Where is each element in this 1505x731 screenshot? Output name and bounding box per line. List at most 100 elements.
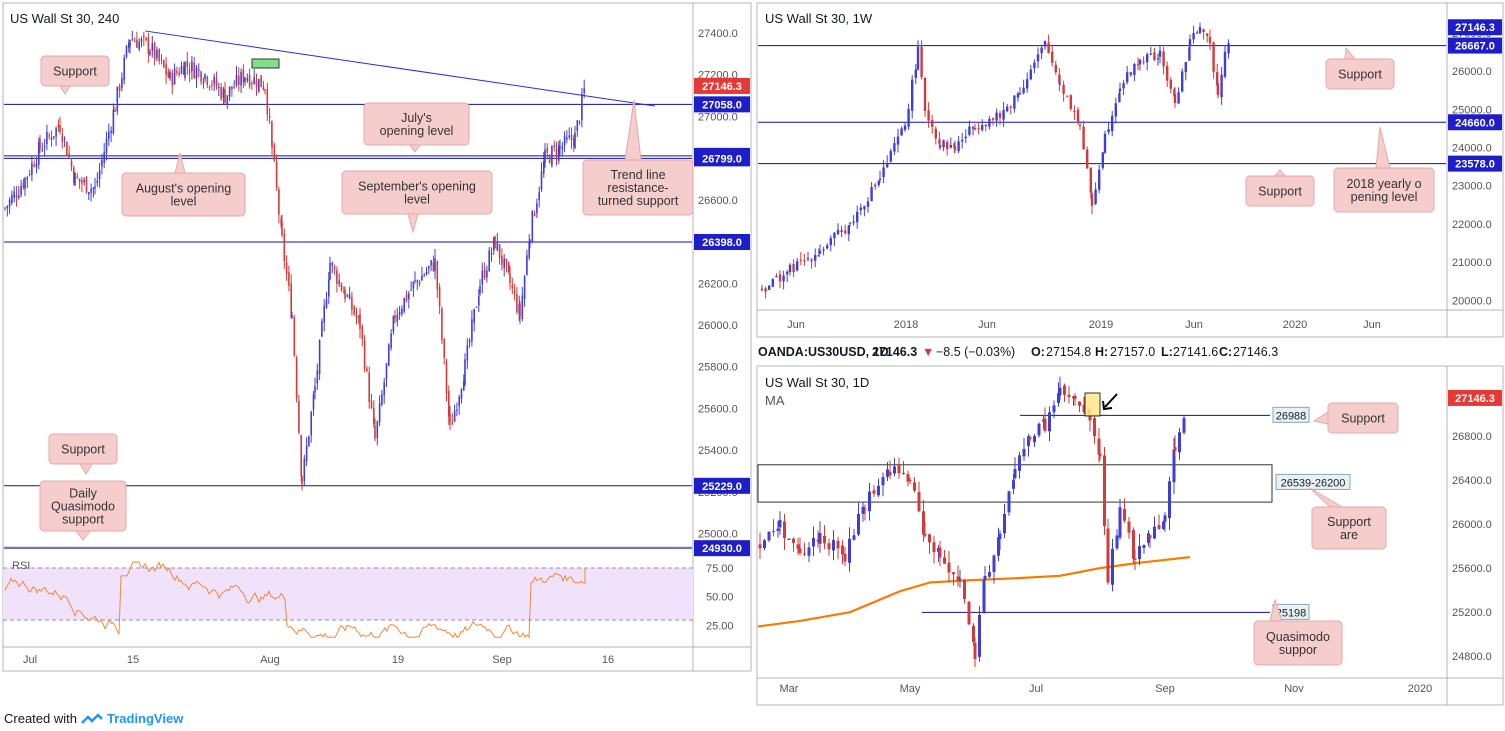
candle-body [973,127,977,130]
candle-body [373,407,375,424]
candle-body [508,262,510,273]
candle-body [1184,62,1187,73]
candle-body [55,127,57,137]
candle-body [911,79,914,111]
candle-body [1142,61,1145,63]
candle-body [1123,509,1126,521]
candle-body [471,319,473,341]
quote-o: 27154.8 [1046,345,1091,359]
candle-body [1103,455,1106,527]
candle-body [973,642,977,660]
candle-body [94,186,96,189]
candle-body [501,255,503,266]
candle-body [1192,33,1195,40]
candle-body [1103,133,1107,153]
candle-body [490,252,493,255]
candle-body [771,279,774,287]
rsi-line [4,561,586,639]
h4-level-tag [694,150,750,167]
candle-body [344,289,346,299]
candle-body [11,195,13,204]
candle-body [942,140,945,148]
time-tick-label: 16 [602,654,614,666]
candle-body [260,75,262,87]
candle-body [519,304,521,317]
candle-body [165,63,167,76]
annotation-line: resistance- [607,181,668,195]
annotation-text: August's opening level [136,182,232,209]
annotation-text: Support [61,443,105,457]
candle-body [949,145,952,148]
candle-body [998,533,1002,539]
candle-body [843,553,847,562]
candle-body [18,195,20,198]
candle-body [1013,95,1016,109]
time-tick-label: Jun [1185,319,1203,331]
weekly-level-label: 23578.0 [1455,159,1495,171]
candle-body [1142,545,1146,548]
candle-body [494,236,496,249]
candle-body [479,286,481,294]
candle-body [24,178,26,189]
h4-last-price-label: 27146.3 [702,81,742,93]
candle-body [464,359,466,385]
candle-body [85,176,88,193]
annotation-text: Support [53,65,97,79]
candle-body [314,386,316,393]
candle-body [576,120,579,131]
annotation-line: July's [401,111,432,125]
candle-body [453,410,456,422]
candle-body [827,543,831,550]
annotation-line: Daily [69,487,98,501]
rsi-tick-label: 25.00 [706,621,734,633]
candle-body [1188,39,1192,47]
candle-body [240,71,242,86]
candle-body [381,394,383,405]
candle-body [561,146,564,150]
candle-body [408,293,410,300]
h4-chart-layer: 25000.025200.025400.025600.025800.026000… [4,28,750,666]
candle-body [1029,69,1032,80]
h4-level-tag [694,540,750,557]
price-tick-label: 24000.0 [1452,142,1492,154]
candle-body [1013,469,1017,479]
candle-body [1043,40,1047,47]
candle-body [496,241,499,250]
candle-body [964,136,967,139]
candle-body [546,147,549,153]
candle-body [833,232,836,239]
candle-body [1051,51,1054,63]
candle-body [300,435,302,477]
candle-body [1188,47,1191,61]
time-tick-label: 2018 [894,319,918,331]
candle-body [1118,93,1121,103]
candle-body [383,382,385,395]
candle-body [799,259,802,261]
candle-body [92,188,95,190]
candle-body [68,153,70,158]
candle-body [74,173,76,186]
candle-body [988,118,991,127]
annotation-pointer [74,530,92,541]
candle-body [340,283,343,291]
candle-body [1127,521,1131,533]
candle-body [983,575,987,580]
candle-body [456,409,458,411]
candle-body [868,491,871,512]
candle-body [1057,393,1060,403]
candle-body [1047,42,1050,54]
candle-body [224,89,226,104]
candle-body [1107,129,1110,133]
annotation-pointer [174,152,186,174]
candle-body [271,141,273,148]
annotation-line: August's opening [136,182,232,196]
candle-body [370,400,373,408]
candle-body [173,68,176,85]
candle-body [1058,387,1062,396]
candle-body [116,86,119,112]
candle-body [351,297,353,310]
h4-level-tag [694,234,750,251]
candle-body [131,39,134,41]
candle-body [787,538,791,540]
candle-body [758,544,762,549]
